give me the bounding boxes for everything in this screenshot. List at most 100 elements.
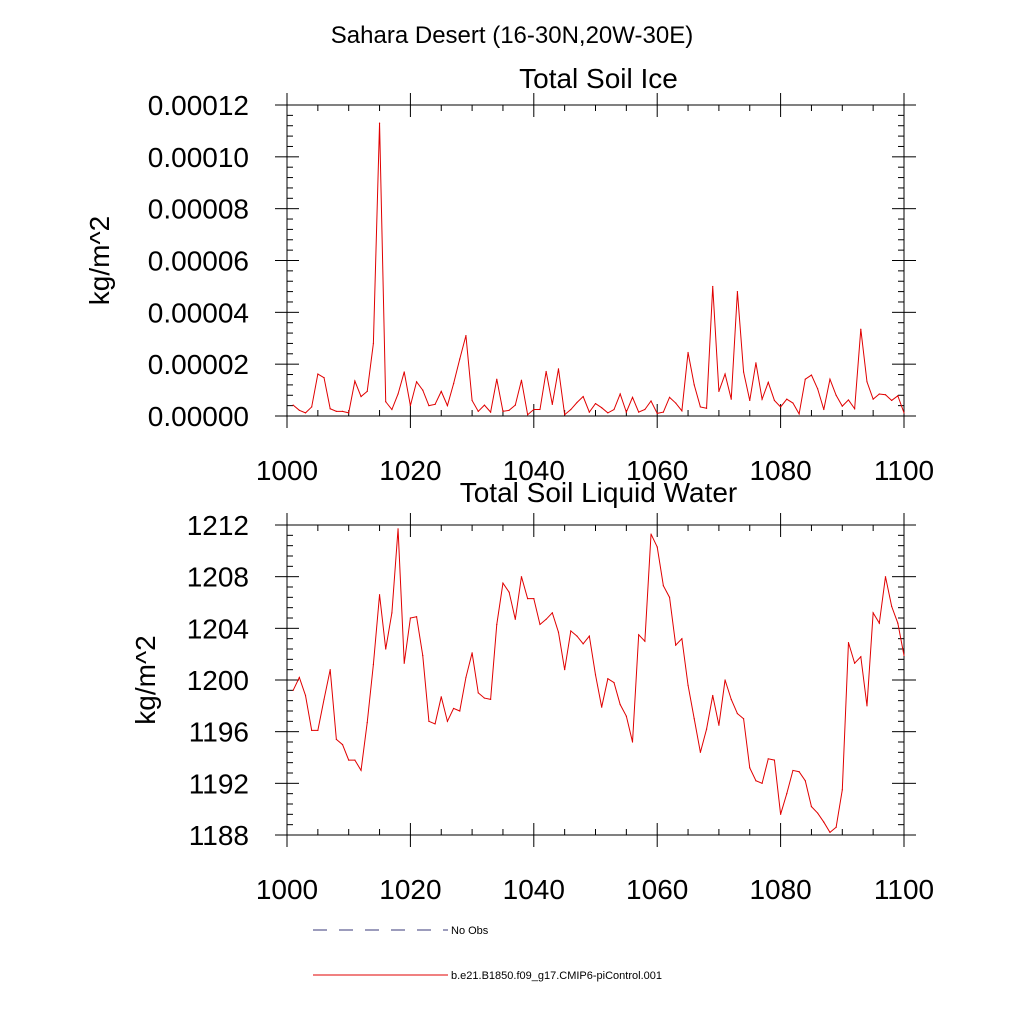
data-point — [539, 408, 541, 411]
data-point — [817, 388, 819, 390]
data-point — [520, 379, 523, 381]
x-tick-label: 1080 — [749, 455, 811, 486]
data-point — [854, 662, 856, 664]
data-point — [761, 398, 763, 400]
data-point — [415, 381, 418, 383]
data-point — [588, 635, 590, 637]
data-point — [409, 405, 411, 407]
data-point — [508, 409, 510, 411]
data-point — [459, 710, 461, 712]
data-point — [527, 414, 529, 416]
data-point — [798, 413, 800, 415]
data-point — [884, 394, 887, 396]
data-point — [613, 681, 615, 684]
y-tick-label: 0.00004 — [148, 297, 249, 328]
data-point — [292, 404, 294, 406]
data-point — [465, 676, 467, 679]
data-point — [354, 759, 356, 761]
legend-no-obs-label: No Obs — [451, 925, 489, 937]
data-point — [619, 703, 621, 706]
data-point — [810, 374, 813, 376]
data-point — [749, 767, 751, 769]
data-point — [594, 674, 597, 676]
data-point — [428, 720, 430, 722]
data-point — [341, 743, 344, 746]
data-point — [360, 769, 362, 772]
data-point — [897, 622, 899, 624]
data-point — [835, 394, 837, 396]
data-point — [860, 656, 862, 658]
y-tick-label: 0.00012 — [148, 90, 249, 121]
data-point — [539, 623, 541, 626]
data-point — [675, 402, 677, 404]
data-point — [829, 831, 831, 834]
data-point — [298, 676, 300, 679]
series-line — [292, 528, 905, 834]
data-point — [446, 405, 449, 407]
data-point — [483, 404, 486, 406]
data-point — [471, 652, 473, 654]
legend-model-label: b.e21.B1850.f09_g17.CMIP6-piControl.001 — [451, 970, 662, 982]
x-tick-label: 1040 — [503, 874, 565, 905]
data-point — [773, 759, 776, 761]
x-tick-label: 1000 — [256, 455, 318, 486]
data-point — [471, 399, 473, 402]
y-tick-label: 1200 — [187, 665, 249, 696]
data-point — [520, 576, 523, 578]
data-point — [348, 412, 350, 414]
data-point — [502, 410, 504, 412]
data-point — [564, 669, 566, 671]
data-point — [619, 393, 621, 395]
data-point — [625, 715, 627, 717]
plot-frame — [286, 104, 905, 417]
data-point — [866, 705, 868, 707]
data-point — [792, 769, 794, 772]
data-point — [705, 728, 708, 730]
data-point — [625, 411, 627, 413]
data-point — [755, 780, 757, 782]
data-point — [897, 395, 899, 397]
data-point — [385, 648, 387, 650]
data-point — [712, 694, 714, 697]
data-point — [872, 398, 874, 400]
data-point — [311, 406, 313, 408]
data-point — [804, 378, 806, 380]
data-point — [403, 371, 405, 373]
data-point — [699, 751, 701, 753]
data-point — [422, 389, 424, 391]
data-point — [662, 411, 664, 413]
y-tick-label: 1212 — [187, 510, 249, 541]
plot-frame — [286, 524, 905, 836]
x-tick-label: 1100 — [874, 874, 934, 905]
data-point — [724, 373, 726, 375]
data-point — [317, 729, 319, 731]
data-point — [607, 412, 609, 414]
data-point — [348, 759, 350, 761]
x-tick-label: 1100 — [874, 455, 934, 486]
x-tick-label: 1020 — [379, 455, 441, 486]
data-point — [668, 396, 671, 398]
data-point — [292, 689, 294, 691]
data-point — [385, 401, 387, 403]
x-tick-label: 1060 — [626, 874, 688, 905]
data-point — [761, 782, 763, 784]
data-point — [551, 403, 553, 405]
data-point — [866, 381, 868, 383]
data-point — [508, 591, 510, 593]
data-point — [841, 405, 843, 407]
data-point — [378, 594, 381, 596]
data-point — [681, 410, 683, 412]
data-point — [415, 616, 418, 618]
data-point — [891, 605, 893, 607]
data-point — [434, 403, 436, 405]
data-point — [298, 409, 300, 411]
data-point — [403, 662, 405, 664]
data-point — [841, 789, 843, 791]
data-point — [601, 706, 603, 708]
data-point — [767, 381, 769, 383]
data-point — [730, 398, 732, 400]
data-point — [391, 408, 393, 411]
data-point — [483, 697, 486, 699]
data-point — [749, 399, 751, 402]
data-point — [304, 694, 307, 697]
